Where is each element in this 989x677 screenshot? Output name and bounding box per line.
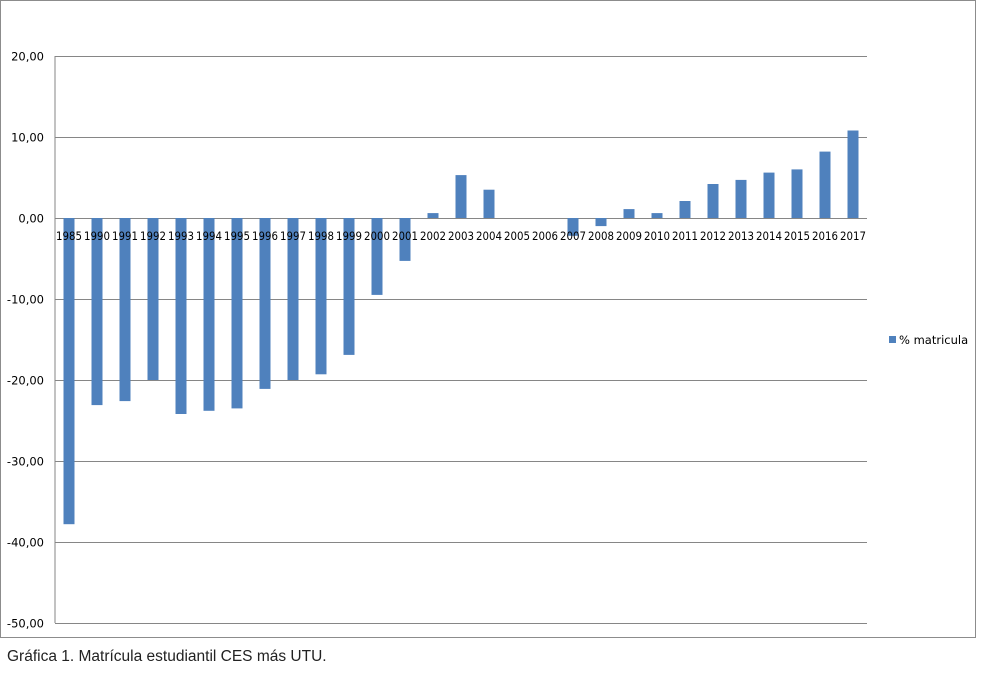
x-tick-label: 2004 <box>476 229 502 243</box>
x-tick-label: 1993 <box>168 229 194 243</box>
bar-2007 <box>567 218 579 236</box>
legend-swatch <box>889 336 896 343</box>
x-tick-label: 2000 <box>364 229 390 243</box>
y-tick-labels: 20,00 10,00 0,00 -10,00 -20,00 -30,00 -40,00 -5… <box>7 50 44 631</box>
x-tick-label: 2003 <box>448 229 474 243</box>
bar-2010 <box>651 213 663 218</box>
x-tick-label: 2009 <box>616 229 642 243</box>
bar-2016 <box>819 151 831 218</box>
x-tick-label: 1992 <box>140 229 166 243</box>
bar-2002 <box>427 213 439 218</box>
bar-2013 <box>735 179 747 218</box>
bar-1999 <box>343 218 355 355</box>
x-tick-label: 2015 <box>784 229 810 243</box>
legend-label: % matricula <box>899 333 968 347</box>
bar-2014 <box>763 172 775 218</box>
x-tick-label: 2013 <box>728 229 754 243</box>
bar-1991 <box>119 218 131 402</box>
bar-2000 <box>371 218 383 295</box>
x-tick-label: 2006 <box>532 229 558 243</box>
bar-2012 <box>707 184 719 218</box>
x-tick-label: 2002 <box>420 229 446 243</box>
x-tick-label: 1985 <box>56 229 82 243</box>
bar-1992 <box>147 218 159 380</box>
bar-2015 <box>791 169 803 218</box>
x-tick-labels: 1985 1990 1991 1992 1993 1994 1995 1996 1997 1998… <box>56 229 866 243</box>
y-tick-label: -30,00 <box>7 455 44 469</box>
y-tick-label: -50,00 <box>7 617 44 631</box>
bar-2003 <box>455 175 467 218</box>
y-tick-label: -40,00 <box>7 536 44 550</box>
y-tick-label: 20,00 <box>11 50 44 64</box>
y-tick-label: 10,00 <box>11 131 44 145</box>
x-tick-label: 1994 <box>196 229 222 243</box>
chart-svg: 20,00 10,00 0,00 -10,00 -20,00 -30,00 -40,00 -5… <box>7 50 968 631</box>
bar-2017 <box>847 130 859 218</box>
bar-1996 <box>259 218 271 389</box>
bar-1993 <box>175 218 187 414</box>
x-tick-label: 2005 <box>504 229 530 243</box>
x-tick-label: 2014 <box>756 229 782 243</box>
x-tick-label: 1995 <box>224 229 250 243</box>
bars <box>63 130 859 525</box>
x-tick-label: 2007 <box>560 229 586 243</box>
x-tick-label: 2012 <box>700 229 726 243</box>
bar-1997 <box>287 218 299 380</box>
chart-frame <box>0 0 976 638</box>
bar-1990 <box>91 218 103 406</box>
x-tick-label: 1999 <box>336 229 362 243</box>
y-tick-label: -20,00 <box>7 374 44 388</box>
bar-1985 <box>63 218 75 525</box>
bar-2011 <box>679 201 691 218</box>
legend: % matricula <box>889 333 968 347</box>
x-tick-label: 1996 <box>252 229 278 243</box>
bar-2001 <box>399 218 411 261</box>
x-tick-label: 1997 <box>280 229 306 243</box>
bar-1994 <box>203 218 215 411</box>
x-tick-label: 1990 <box>84 229 110 243</box>
x-tick-label: 2008 <box>588 229 614 243</box>
bar-1998 <box>315 218 327 375</box>
x-tick-label: 2017 <box>840 229 866 243</box>
bar-1995 <box>231 218 243 409</box>
x-tick-label: 2001 <box>392 229 418 243</box>
x-tick-label: 2016 <box>812 229 838 243</box>
x-tick-label: 2011 <box>672 229 698 243</box>
bar-2004 <box>483 189 495 218</box>
bar-2009 <box>623 209 635 218</box>
x-tick-label: 1991 <box>112 229 138 243</box>
gridlines <box>55 56 867 624</box>
y-tick-label: 0,00 <box>18 212 44 226</box>
y-tick-label: -10,00 <box>7 293 44 307</box>
bar-2008 <box>595 218 607 227</box>
x-tick-label: 1998 <box>308 229 334 243</box>
figure-caption: Gráfica 1. Matrícula estudiantil CES más… <box>7 648 327 665</box>
x-tick-label: 2010 <box>644 229 670 243</box>
